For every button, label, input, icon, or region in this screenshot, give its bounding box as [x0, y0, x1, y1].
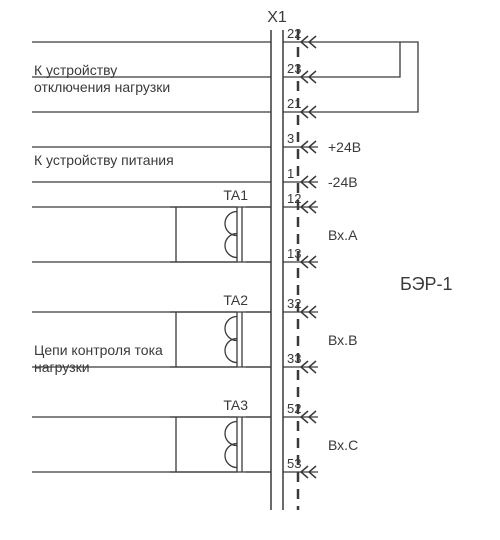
transformer-loop	[225, 422, 237, 446]
pin-right-label: Вх.В	[328, 332, 357, 348]
transformer-label: TA3	[223, 397, 248, 413]
pin-right-label: Вх.А	[328, 227, 358, 243]
transformer-label: TA1	[223, 187, 248, 203]
pin-number: 53	[287, 456, 301, 471]
transformer-loop	[225, 317, 237, 341]
pin-number: 22	[287, 26, 301, 41]
pin-number: 13	[287, 246, 301, 261]
pin-number: 1	[287, 166, 294, 181]
left-label: К устройству	[34, 62, 117, 78]
pin-right-label: -24В	[328, 174, 358, 190]
transformer-loop	[225, 234, 237, 258]
device-title: БЭР-1	[400, 274, 453, 294]
left-label: К устройству питания	[34, 152, 174, 168]
transformer-loop	[225, 212, 237, 236]
header-label: X1	[267, 9, 287, 26]
pin-number: 12	[287, 191, 301, 206]
wiring-diagram: X1 БЭР-1 22 23 21 3 +24В 1 -24В 12 Вх.А 13 32 Вх.В 33 5…	[0, 0, 500, 540]
pin-right-label: +24В	[328, 139, 361, 155]
bracket-outer	[400, 42, 418, 112]
pin-number: 21	[287, 96, 301, 111]
pin-number: 23	[287, 61, 301, 76]
left-label: отключения нагрузки	[34, 79, 170, 95]
transformer-loop	[225, 444, 237, 468]
pin-number: 33	[287, 351, 301, 366]
pin-number: 32	[287, 296, 301, 311]
transformer-loop	[225, 339, 237, 363]
left-label: нагрузки	[34, 359, 90, 375]
pin-number: 52	[287, 401, 301, 416]
pin-right-label: Вх.С	[328, 437, 358, 453]
pin-number: 3	[287, 131, 294, 146]
left-label: Цепи контроля тока	[34, 342, 163, 358]
bracket-inner	[388, 42, 400, 77]
transformer-label: TA2	[223, 292, 248, 308]
